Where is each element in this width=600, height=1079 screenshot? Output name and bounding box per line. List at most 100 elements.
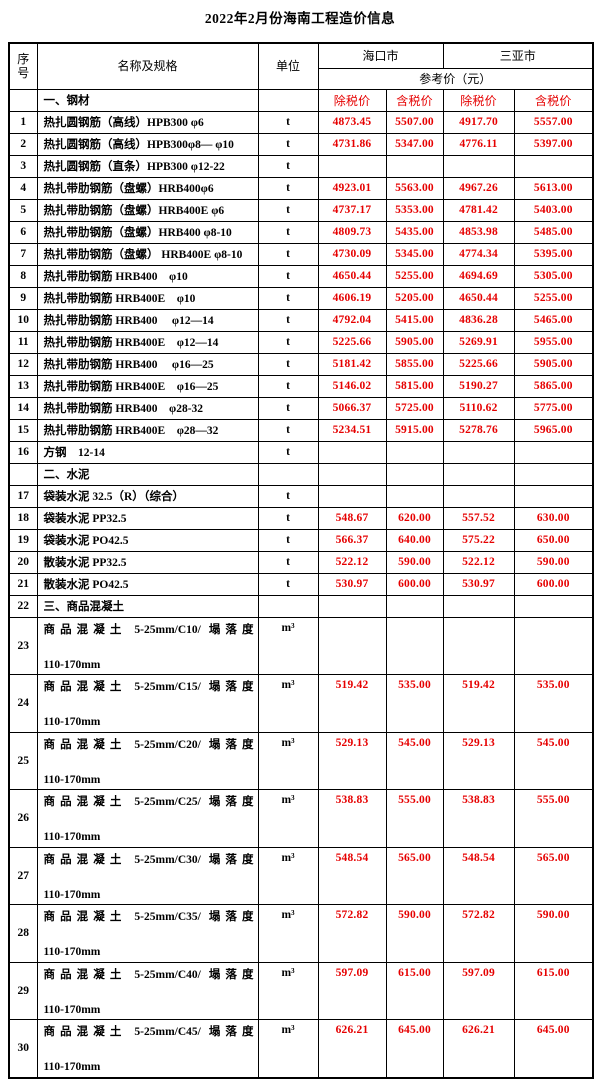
- unit-cell: t: [257, 572, 319, 596]
- table-row: 12 热扎带肋钢筋 HRB400 φ16—25 t 5181.42 5855.00 522…: [8, 352, 594, 376]
- price-cell: 5613.00: [513, 176, 594, 200]
- price-cell: 5965.00: [513, 418, 594, 442]
- price-cell: 5066.37: [317, 396, 387, 420]
- table-row: 26 商品混凝土 5-25mm/C25/ 塌落度 110-170mm m³ 538.83…: [8, 789, 594, 848]
- item-name-cell: 商品混凝土 5-25mm/C20/ 塌落度 110-170mm: [36, 731, 259, 790]
- price-cell: [317, 484, 387, 508]
- item-name-cell: 散装水泥 PO42.5: [36, 572, 259, 596]
- price-cell: 5190.27: [442, 374, 515, 398]
- unit-cell: t: [257, 506, 319, 530]
- item-name-cell: 方钢 12-14: [36, 440, 259, 464]
- price-cell: 5855.00: [385, 352, 444, 376]
- price-cell: 4792.04: [317, 308, 387, 332]
- row-no-cell: 22: [8, 594, 38, 618]
- price-cell: 5955.00: [513, 330, 594, 354]
- price-cell: 538.83: [442, 789, 515, 848]
- unit-cell: [257, 462, 319, 486]
- price-cell: 565.00: [513, 846, 594, 905]
- price-cell: 5255.00: [385, 264, 444, 288]
- price-cell: 4873.45: [317, 110, 387, 134]
- item-name-cell: 商品混凝土 5-25mm/C10/ 塌落度 110-170mm: [36, 616, 259, 675]
- table-row: 6 热扎带肋钢筋（盘螺）HRB400 φ8-10 t 4809.73 5435.00 48…: [8, 220, 594, 244]
- row-no-cell: 10: [8, 308, 38, 332]
- row-no-cell: 2: [8, 132, 38, 156]
- item-name-line1: 商品混凝土 5-25mm/C10/ 塌落度: [43, 623, 254, 636]
- price-cell: 5269.91: [442, 330, 515, 354]
- price-cell: 4606.19: [317, 286, 387, 310]
- unit-cell: [257, 88, 319, 112]
- item-name-cell: 袋装水泥 PP32.5: [36, 506, 259, 530]
- price-cell: 626.21: [317, 1019, 387, 1078]
- price-cell: 519.42: [442, 674, 515, 733]
- unit-cell: t: [257, 528, 319, 552]
- price-cell: 630.00: [513, 506, 594, 530]
- price-table-header: 序号 名称及规格 单位 海口市 三亚市 参考价（元）: [8, 42, 594, 90]
- price-cell: 597.09: [317, 961, 387, 1020]
- price-type-label-cell: 含税价: [513, 88, 594, 112]
- price-cell: 529.13: [317, 731, 387, 790]
- price-cell: 555.00: [385, 789, 444, 848]
- price-cell: [442, 484, 515, 508]
- item-name-cell: 热扎带肋钢筋 HRB400E φ12—14: [36, 330, 259, 354]
- price-cell: 5255.00: [513, 286, 594, 310]
- price-cell: 615.00: [513, 961, 594, 1020]
- unit-cell: t: [257, 264, 319, 288]
- section-title-cell: 三、商品混凝土: [36, 594, 259, 618]
- table-row: 28 商品混凝土 5-25mm/C35/ 塌落度 110-170mm m³ 572.82…: [8, 904, 594, 963]
- unit-cell: t: [257, 484, 319, 508]
- price-cell: 620.00: [385, 506, 444, 530]
- price-cell: 5557.00: [513, 110, 594, 134]
- item-name-line1: 商品混凝土 5-25mm/C40/ 塌落度: [43, 968, 254, 981]
- row-no-cell: 25: [8, 731, 38, 790]
- price-cell: [317, 616, 387, 675]
- row-no-cell: 8: [8, 264, 38, 288]
- price-cell: 5905.00: [385, 330, 444, 354]
- price-cell: 548.67: [317, 506, 387, 530]
- price-cell: 4836.28: [442, 308, 515, 332]
- table-row: 21 散装水泥 PO42.5 t 530.97 600.00 530.97 600.00: [8, 572, 594, 596]
- price-cell: 5815.00: [385, 374, 444, 398]
- price-cell: [385, 440, 444, 464]
- price-cell: 590.00: [385, 904, 444, 963]
- table-row: 24 商品混凝土 5-25mm/C15/ 塌落度 110-170mm m³ 519.42…: [8, 674, 594, 733]
- row-no-cell: 28: [8, 904, 38, 963]
- price-cell: 5465.00: [513, 308, 594, 332]
- row-no-cell: 15: [8, 418, 38, 442]
- price-cell: 519.42: [317, 674, 387, 733]
- unit-cell: t: [257, 286, 319, 310]
- unit-cell: t: [257, 418, 319, 442]
- table-row: 7 热扎带肋钢筋（盘螺） HRB400E φ8-10 t 4730.09 5345.00…: [8, 242, 594, 266]
- price-cell: 548.54: [317, 846, 387, 905]
- unit-cell: m³: [257, 616, 319, 675]
- item-name-line1: 商品混凝土 5-25mm/C15/ 塌落度: [43, 681, 254, 693]
- price-cell: 5395.00: [513, 242, 594, 266]
- price-cell: [385, 594, 444, 618]
- header-row-cities: 序号 名称及规格 单位 海口市 三亚市: [8, 42, 594, 90]
- item-name-cell: 商品混凝土 5-25mm/C25/ 塌落度 110-170mm: [36, 789, 259, 848]
- item-name-line1: 商品混凝土 5-25mm/C20/ 塌落度: [43, 738, 254, 751]
- price-cell: 4694.69: [442, 264, 515, 288]
- price-type-label-cell: 含税价: [385, 88, 444, 112]
- unit-cell: t: [257, 154, 319, 178]
- item-name-cell: 热扎带肋钢筋（盘螺）HRB400φ6: [36, 176, 259, 200]
- item-name-cell: 散装水泥 PP32.5: [36, 550, 259, 574]
- table-row: 2 热扎圆钢筋（高线）HPB300φ8— φ10 t 4731.86 5347.00 47…: [8, 132, 594, 156]
- table-row: 16 方钢 12-14 t: [8, 440, 594, 464]
- price-cell: 645.00: [385, 1019, 444, 1078]
- table-row: 17 袋装水泥 32.5（R）（综合） t: [8, 484, 594, 508]
- section-row: 22 三、商品混凝土: [8, 594, 594, 618]
- item-name-cell: 热扎带肋钢筋（盘螺）HRB400E φ6: [36, 198, 259, 222]
- unit-cell: m³: [257, 904, 319, 963]
- table-row: 3 热扎圆钢筋（直条）HPB300 φ12-22 t: [8, 154, 594, 178]
- table-row: 8 热扎带肋钢筋 HRB400 φ10 t 4650.44 5255.00 4694.69…: [8, 264, 594, 288]
- item-name-cell: 热扎带肋钢筋 HRB400 φ28-32: [36, 396, 259, 420]
- price-cell: 5345.00: [385, 242, 444, 266]
- price-cell: 5915.00: [385, 418, 444, 442]
- price-cell: 4774.34: [442, 242, 515, 266]
- unit-cell: t: [257, 198, 319, 222]
- price-cell: 4917.70: [442, 110, 515, 134]
- row-no-cell: 6: [8, 220, 38, 244]
- row-no-cell: [8, 88, 38, 112]
- price-cell: [442, 440, 515, 464]
